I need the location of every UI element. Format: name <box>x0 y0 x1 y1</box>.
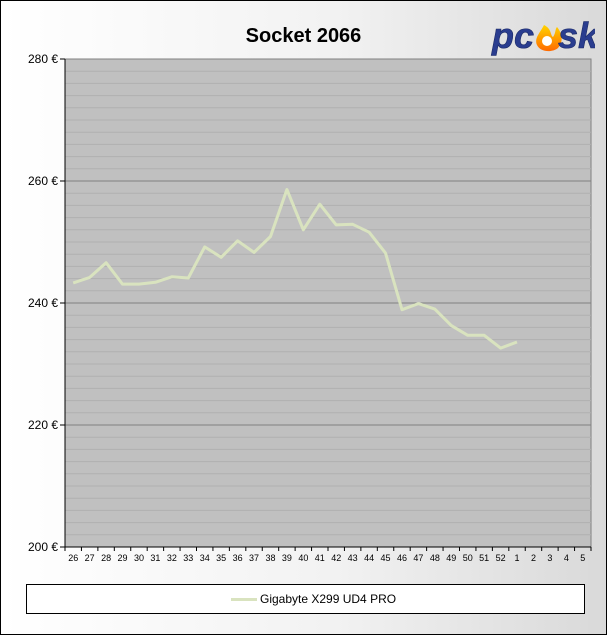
svg-text:pc: pc <box>491 15 534 56</box>
x-tick-label: 51 <box>479 553 489 563</box>
x-tick-label: 26 <box>68 553 78 563</box>
x-tick-label: 52 <box>496 553 506 563</box>
legend-swatch <box>231 598 257 601</box>
x-tick-label: 47 <box>413 553 423 563</box>
x-tick-label: 38 <box>265 553 275 563</box>
x-tick-label: 4 <box>564 553 569 563</box>
x-tick-label: 49 <box>446 553 456 563</box>
x-tick-label: 2 <box>531 553 536 563</box>
x-tick-label: 43 <box>348 553 358 563</box>
x-tick-label: 50 <box>463 553 473 563</box>
y-tick-label: 200 € <box>28 540 58 554</box>
svg-text:sk: sk <box>558 15 595 56</box>
x-tick-label: 33 <box>183 553 193 563</box>
y-tick-label: 280 € <box>28 52 58 66</box>
x-tick-label: 46 <box>397 553 407 563</box>
legend-label: Gigabyte X299 UD4 PRO <box>260 592 397 606</box>
x-tick-label: 37 <box>249 553 259 563</box>
legend: Gigabyte X299 UD4 PRO <box>26 584 585 614</box>
x-tick-label: 40 <box>298 553 308 563</box>
y-tick-label: 260 € <box>28 174 58 188</box>
x-tick-label: 29 <box>118 553 128 563</box>
x-tick-label: 45 <box>381 553 391 563</box>
x-tick-label: 42 <box>331 553 341 563</box>
x-tick-label: 27 <box>85 553 95 563</box>
x-tick-label: 39 <box>282 553 292 563</box>
x-tick-label: 36 <box>233 553 243 563</box>
x-tick-label: 31 <box>150 553 160 563</box>
x-tick-label: 41 <box>315 553 325 563</box>
x-tick-label: 30 <box>134 553 144 563</box>
x-tick-label: 35 <box>216 553 226 563</box>
x-tick-label: 5 <box>580 553 585 563</box>
x-tick-label: 34 <box>200 553 210 563</box>
x-tick-label: 32 <box>167 553 177 563</box>
series-line <box>72 188 518 350</box>
pcosk-logo: pc sk <box>491 15 595 56</box>
x-tick-label: 48 <box>430 553 440 563</box>
x-tick-label: 28 <box>101 553 111 563</box>
y-tick-label: 220 € <box>28 418 58 432</box>
line-chart: 26 27 28 29 30 31 32 33 34 35 36 37 38 39 40 41 42 43 44 45… <box>28 52 592 563</box>
x-tick-label: 44 <box>364 553 374 563</box>
chart-title: Socket 2066 <box>245 25 362 47</box>
x-tick-label: 1 <box>515 553 520 563</box>
y-tick-label: 240 € <box>28 296 58 310</box>
x-tick-label: 3 <box>547 553 552 563</box>
